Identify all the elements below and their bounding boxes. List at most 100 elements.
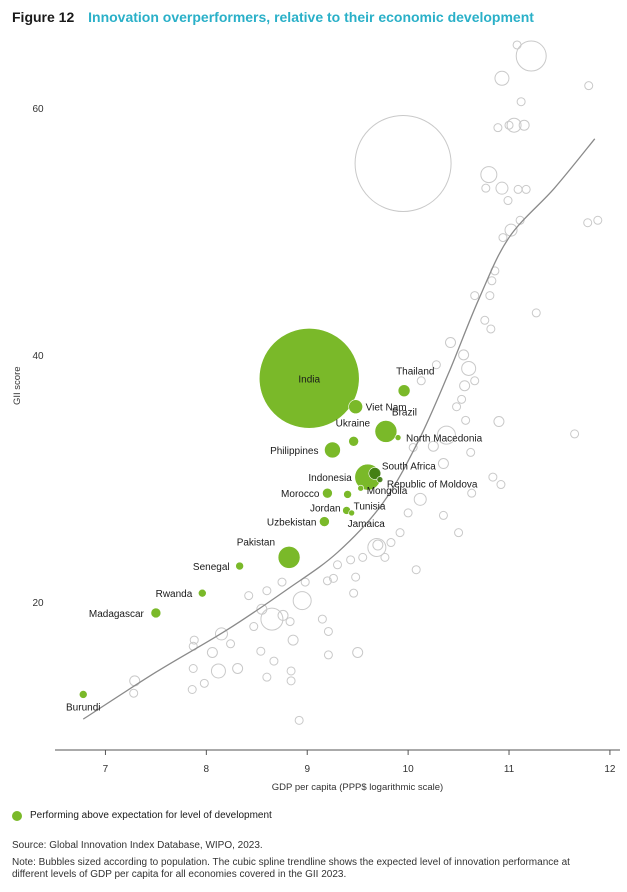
- other-economy-bubble: [518, 119, 530, 131]
- legend: Performing above expectation for level o…: [12, 810, 272, 821]
- other-economy-bubble: [521, 184, 531, 194]
- other-economy-bubble: [485, 291, 495, 301]
- x-axis-title: GDP per capita (PPP$ logarithmic scale): [272, 782, 443, 793]
- other-economy-bubble: [256, 646, 266, 656]
- other-economy-bubble: [277, 609, 289, 621]
- morocco-label: Morocco: [281, 489, 320, 500]
- other-economy-bubble: [226, 639, 236, 649]
- other-economy-bubble: [188, 664, 198, 674]
- y-axis-title: GII score: [12, 366, 23, 405]
- ukraine-bubble: [348, 436, 359, 447]
- other-economy-bubble: [351, 572, 361, 582]
- madagascar-label: Madagascar: [89, 609, 145, 620]
- viet-nam-label: Viet Nam: [366, 403, 407, 414]
- madagascar-bubble: [150, 607, 162, 619]
- other-economy-bubble: [352, 646, 364, 658]
- other-economy-bubble: [294, 715, 304, 725]
- other-economy-bubble: [189, 635, 199, 645]
- other-economy-bubble: [129, 688, 139, 698]
- other-economy-bubble: [436, 425, 456, 445]
- other-economy-bubble: [403, 508, 413, 518]
- other-economy-bubble: [506, 117, 522, 133]
- other-economy-bubble: [262, 586, 272, 596]
- other-economy-bubble: [286, 666, 296, 676]
- republic-of-moldova-label: Republic of Moldova: [387, 480, 478, 491]
- tunisia-label: Tunisia: [354, 501, 386, 512]
- other-economy-bubble: [346, 555, 356, 565]
- highlighted-economies-layer: [78, 328, 411, 699]
- other-economy-bubble: [459, 380, 471, 392]
- other-economy-bubble: [584, 81, 594, 91]
- other-economy-bubble: [583, 218, 593, 228]
- other-economy-bubble: [470, 291, 480, 301]
- thailand-label: Thailand: [396, 367, 434, 378]
- philippines-bubble: [324, 441, 341, 459]
- other-economy-bubble: [496, 480, 506, 490]
- viet-nam-bubble: [348, 399, 363, 415]
- other-economy-bubble: [488, 472, 498, 482]
- x-tick-label: 9: [304, 764, 310, 775]
- other-economy-bubble: [431, 360, 441, 370]
- other-economy-bubble: [269, 656, 279, 666]
- legend-label: Performing above expectation for level o…: [30, 810, 272, 821]
- other-economy-bubble: [286, 676, 296, 686]
- note-text: Note: Bubbles sized according to populat…: [12, 857, 570, 880]
- mongolia-bubble: [357, 484, 365, 492]
- other-economy-bubble: [199, 678, 209, 688]
- jamaica-label: Jamaica: [348, 519, 386, 530]
- y-tick-label: 60: [32, 104, 44, 115]
- other-economy-bubble: [323, 650, 333, 660]
- other-economy-bubble: [457, 394, 467, 404]
- other-economy-bubble: [323, 626, 333, 636]
- other-economy-bubble: [467, 488, 477, 498]
- rwanda-bubble: [198, 588, 207, 598]
- other-economy-bubble: [480, 315, 490, 325]
- other-economy-bubble: [452, 402, 462, 412]
- other-economy-bubble: [515, 40, 547, 72]
- north-macedonia-bubble: [394, 434, 402, 441]
- ukraine-label: Ukraine: [336, 418, 371, 429]
- legend-swatch: [12, 810, 22, 821]
- other-economy-bubble: [416, 376, 426, 386]
- philippines-label: Philippines: [270, 446, 318, 457]
- other-economy-bubble: [333, 560, 342, 570]
- other-economy-bubble: [593, 215, 603, 225]
- other-economy-bubble: [386, 538, 396, 548]
- x-tick-label: 10: [403, 764, 415, 775]
- other-economy-bubble: [328, 573, 338, 583]
- x-tick-label: 11: [504, 764, 515, 775]
- x-tick-label: 7: [103, 764, 109, 775]
- other-economy-bubble: [498, 233, 508, 243]
- other-economy-bubble: [367, 537, 387, 557]
- other-economy-bubble: [232, 663, 244, 675]
- x-ticks: 7 8 9 10 11 12: [103, 750, 616, 775]
- uzbekistan-bubble: [319, 516, 330, 527]
- other-economy-bubble: [493, 123, 503, 133]
- pakistan-bubble: [277, 546, 301, 569]
- brazil-label: Brazil: [392, 407, 417, 418]
- y-ticks: 20 40 60: [32, 104, 44, 609]
- source-text: Source: Global Innovation Index Database…: [12, 840, 263, 851]
- other-economy-bubble: [372, 539, 384, 551]
- other-economy-bubble: [512, 40, 522, 50]
- indonesia-label: Indonesia: [308, 473, 352, 484]
- other-economy-bubble: [244, 591, 254, 601]
- other-economy-bubble: [570, 429, 580, 439]
- other-economy-bubble: [354, 114, 452, 212]
- india-label: India: [298, 374, 320, 385]
- mongolia-label: Mongolia: [367, 486, 408, 497]
- other-economy-bubble: [461, 415, 471, 425]
- other-economy-bubble: [504, 223, 518, 237]
- other-economy-bubble: [437, 458, 449, 470]
- other-economy-bubble: [413, 492, 427, 506]
- other-economy-bubble: [349, 588, 359, 598]
- y-tick-label: 40: [32, 351, 44, 362]
- other-economy-bubble: [438, 510, 448, 520]
- other-economies-layer: [129, 40, 603, 725]
- south-africa-label: South Africa: [382, 461, 436, 472]
- burundi-label: Burundi: [66, 702, 100, 713]
- republic-of-moldova-bubble: [376, 476, 384, 483]
- other-economy-bubble: [380, 552, 390, 562]
- other-economy-bubble: [262, 672, 272, 682]
